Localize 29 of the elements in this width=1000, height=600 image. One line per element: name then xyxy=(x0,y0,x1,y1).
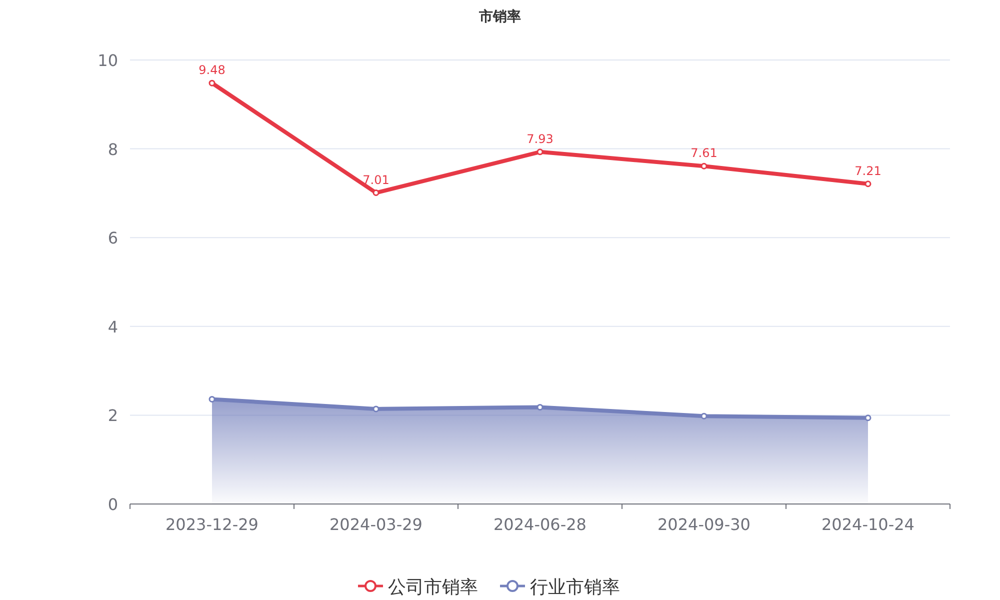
point xyxy=(700,412,708,420)
point xyxy=(372,190,380,196)
x-tick-label: 2023-12-29 xyxy=(166,515,258,534)
point xyxy=(208,396,216,402)
x-tick-label: 2024-09-30 xyxy=(658,515,750,534)
data-label: 7.21 xyxy=(854,164,882,178)
y-tick-label: 10 xyxy=(98,51,118,70)
y-tick-label: 2 xyxy=(108,406,118,426)
y-tick-label: 6 xyxy=(108,228,118,248)
chart-title: 市销率 xyxy=(478,8,521,25)
y-tick-label: 0 xyxy=(108,495,118,514)
data-label: 9.48 xyxy=(198,63,226,78)
x-tick-label: 2024-10-24 xyxy=(822,515,914,534)
point xyxy=(700,162,708,170)
data-label: 7.61 xyxy=(690,146,718,160)
x-tick-label: 2024-06-28 xyxy=(494,515,586,534)
legend-label: 公司市销率 xyxy=(388,577,478,598)
point xyxy=(536,404,544,410)
y-tick-label: 8 xyxy=(108,140,118,159)
data-label: 7.93 xyxy=(526,132,554,146)
point xyxy=(864,414,872,422)
point xyxy=(208,80,216,86)
y-tick-label: 4 xyxy=(108,317,118,336)
data-label: 7.01 xyxy=(362,172,390,187)
point xyxy=(536,148,544,156)
point xyxy=(372,406,380,412)
legend-label: 行业市销率 xyxy=(530,577,620,598)
x-tick-label: 2024-03-29 xyxy=(330,515,422,534)
point xyxy=(864,180,872,188)
